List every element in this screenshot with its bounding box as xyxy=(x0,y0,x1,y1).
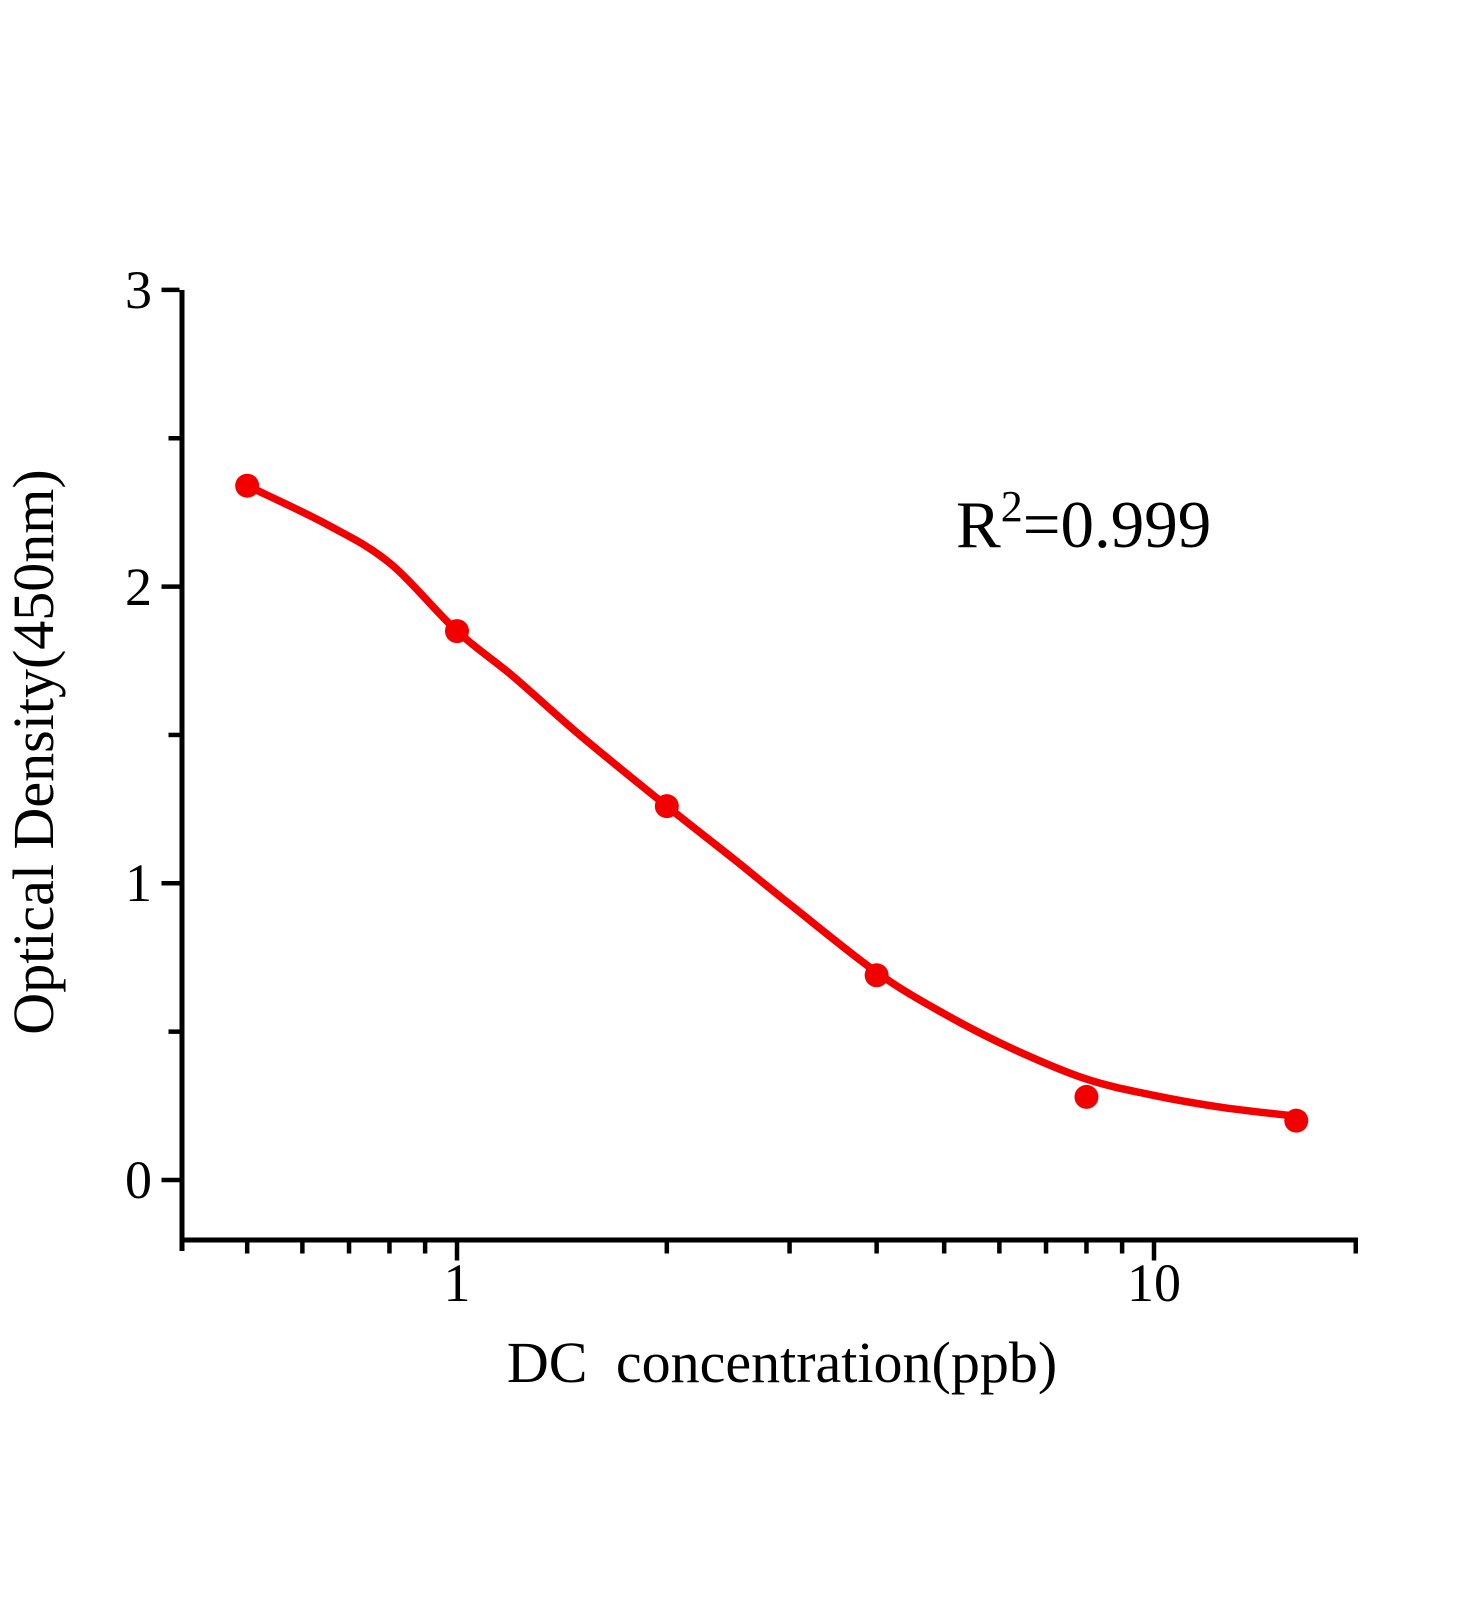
r-squared-base: R xyxy=(956,488,1001,562)
data-point xyxy=(864,963,889,988)
y-tick-label: 0 xyxy=(125,1150,152,1210)
r-squared-annotation: R2=0.999 xyxy=(956,485,1211,559)
data-point xyxy=(235,473,260,498)
y-tick-label: 2 xyxy=(125,556,152,617)
y-axis-title: Optical Density(450nm) xyxy=(1,469,66,1035)
y-tick-label: 3 xyxy=(125,259,152,320)
x-axis-title: DC concentration(ppb) xyxy=(506,1330,1058,1395)
x-tick-label: 1 xyxy=(443,1253,471,1313)
fit-curve xyxy=(243,481,1301,1120)
r-squared-value: =0.999 xyxy=(1022,488,1212,562)
data-point xyxy=(654,794,679,819)
r-squared-exponent: 2 xyxy=(1000,482,1023,531)
data-point xyxy=(1074,1084,1099,1109)
data-point xyxy=(445,619,469,644)
x-tick-label: 10 xyxy=(1127,1253,1181,1313)
y-tick-label: 1 xyxy=(125,853,152,914)
data-point xyxy=(1284,1108,1309,1133)
